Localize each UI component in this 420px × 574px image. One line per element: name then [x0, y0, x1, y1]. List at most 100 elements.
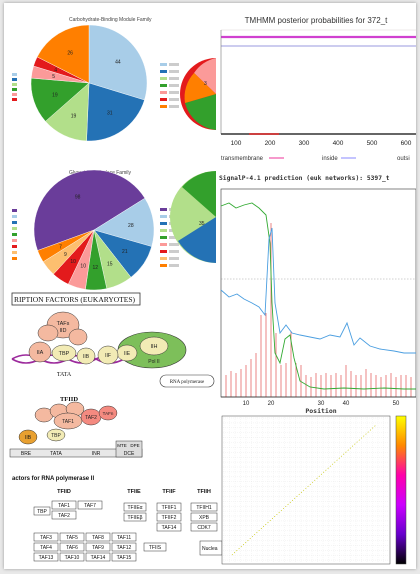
- svg-text:TFIIF1: TFIIF1: [162, 505, 177, 511]
- tmhmm-legend: transmembrane inside outsi: [221, 156, 410, 162]
- pie-legend-left: [12, 73, 17, 101]
- svg-text:TAF11: TAF11: [117, 535, 131, 541]
- svg-text:XPB: XPB: [199, 515, 210, 521]
- pie-title: Carbohydrate-Binding Module Family: [69, 17, 152, 23]
- c-score-bars: [225, 223, 412, 397]
- svg-text:TAF15: TAF15: [117, 555, 132, 561]
- diagram-title: RIPTION FACTORS (EUKARYOTES): [14, 295, 135, 304]
- svg-text:IIF: IIF: [105, 353, 111, 359]
- svg-text:TAF2: TAF2: [85, 415, 97, 421]
- svg-text:IIH: IIH: [150, 344, 157, 350]
- svg-text:TFIIH: TFIIH: [197, 489, 211, 495]
- figure-collage: Carbohydrate-Binding Module Family 44 31 1…: [9, 16, 416, 565]
- svg-text:TFIIF: TFIIF: [162, 489, 176, 495]
- color-scale-bar: [395, 415, 407, 565]
- svg-text:TAFs: TAFs: [57, 321, 70, 327]
- svg-text:INR: INR: [92, 451, 101, 457]
- pie-slice-label: 28: [128, 223, 134, 229]
- svg-text:3: 3: [204, 81, 207, 87]
- svg-text:TFIID: TFIID: [57, 489, 71, 495]
- pie-slice-label: 31: [107, 110, 113, 116]
- pie-slice-label: 15: [107, 262, 113, 268]
- collage-sheet: Carbohydrate-Binding Module Family 44 31 1…: [4, 3, 416, 569]
- svg-text:TFIIS: TFIIS: [149, 545, 162, 551]
- svg-text:TFIIH1: TFIIH1: [196, 505, 211, 511]
- svg-text:IIE: IIE: [124, 351, 131, 357]
- y-score-line: [220, 227, 416, 354]
- svg-text:BRE: BRE: [21, 451, 32, 457]
- axis-tick: 500: [367, 140, 378, 147]
- pie-slice: [37, 229, 95, 263]
- svg-text:TAF7: TAF7: [84, 503, 96, 509]
- svg-text:TAFn: TAFn: [103, 411, 114, 416]
- axis-tick: 600: [401, 140, 412, 147]
- pie-slice-label: 10: [70, 259, 76, 265]
- svg-text:IIB: IIB: [83, 354, 90, 360]
- pie-slice: [86, 82, 145, 142]
- svg-text:TAF14: TAF14: [162, 525, 177, 531]
- svg-text:Pol II: Pol II: [148, 359, 159, 365]
- svg-text:TFIIEα: TFIIEα: [127, 505, 142, 511]
- svg-text:35: 35: [199, 221, 205, 227]
- pie-slice: [36, 24, 90, 84]
- pie-chart-1: 44 31 19 19 54 26: [30, 24, 148, 142]
- axis-tick: 50: [393, 401, 400, 407]
- pie-slice-label: 10: [80, 264, 86, 270]
- axis-label: Position: [305, 407, 336, 415]
- tmhmm-plot: TMHMM posterior probabilities for 372_t …: [220, 16, 416, 162]
- svg-text:outsi: outsi: [397, 156, 410, 162]
- axis-tick: 30: [318, 401, 325, 407]
- pie-chart-panel-1: Carbohydrate-Binding Module Family 44 31 1…: [12, 17, 179, 142]
- svg-text:TBP: TBP: [59, 351, 70, 357]
- svg-text:transmembrane: transmembrane: [221, 156, 264, 162]
- pie-slice-label: 44: [115, 60, 121, 66]
- pie-slice-label: 19: [52, 92, 58, 98]
- pie-slice-label: 19: [71, 113, 77, 119]
- svg-text:TAF6: TAF6: [66, 545, 78, 551]
- partial-pie-fragment-2: 35: [170, 171, 216, 263]
- svg-text:TAF12: TAF12: [117, 545, 132, 551]
- svg-text:CDK7: CDK7: [197, 525, 211, 531]
- svg-text:TAF2: TAF2: [58, 513, 70, 519]
- pie-slice-label: 4: [54, 68, 57, 74]
- dot-plot-grid: [223, 417, 389, 563]
- svg-text:IIB: IIB: [25, 435, 32, 441]
- pie-slice-label: 9: [64, 252, 67, 258]
- svg-text:TAF1: TAF1: [62, 419, 74, 425]
- svg-text:TAF5: TAF5: [66, 535, 78, 541]
- pie-slice-label: 26: [67, 50, 73, 56]
- axis-tick: 40: [343, 401, 350, 407]
- svg-text:TAF10: TAF10: [65, 555, 80, 561]
- axis-tick: 100: [231, 140, 242, 147]
- svg-text:TAF9: TAF9: [92, 545, 104, 551]
- svg-text:TAF14: TAF14: [91, 555, 106, 561]
- svg-text:TAF8: TAF8: [92, 535, 104, 541]
- svg-text:TAF3: TAF3: [40, 535, 52, 541]
- svg-text:TATA: TATA: [50, 451, 62, 457]
- svg-text:TFIIF2: TFIIF2: [162, 515, 177, 521]
- svg-text:DPE: DPE: [130, 443, 139, 448]
- svg-text:TFIIEβ: TFIIEβ: [127, 515, 142, 521]
- svg-text:TAF1: TAF1: [58, 503, 70, 509]
- table-title: actors for RNA polymerase II: [12, 476, 94, 482]
- svg-text:IID: IID: [59, 328, 66, 334]
- svg-text:TATA: TATA: [57, 372, 72, 378]
- axis-tick: 300: [299, 140, 310, 147]
- axis-tick: 10: [243, 401, 250, 407]
- svg-text:Nuclea: Nuclea: [202, 546, 218, 552]
- svg-text:TBP: TBP: [51, 433, 61, 439]
- svg-text:inside: inside: [322, 156, 338, 162]
- axis-tick: 200: [265, 140, 276, 147]
- svg-text:TAF13: TAF13: [39, 555, 54, 561]
- dot-plot: [221, 415, 407, 565]
- svg-text:RNA polymerase: RNA polymerase: [170, 380, 205, 385]
- pie-slice-label: 7: [59, 244, 62, 250]
- svg-text:MTE: MTE: [117, 443, 127, 448]
- svg-text:TAF4: TAF4: [40, 545, 52, 551]
- pie-slice: [88, 24, 148, 101]
- signalp-plot: SignalP-4.1 prediction (euk networks): 5…: [219, 174, 416, 415]
- pie-slice-label: 21: [122, 249, 128, 255]
- axis-tick: 400: [333, 140, 344, 147]
- pie-slice-label: 5: [52, 74, 55, 80]
